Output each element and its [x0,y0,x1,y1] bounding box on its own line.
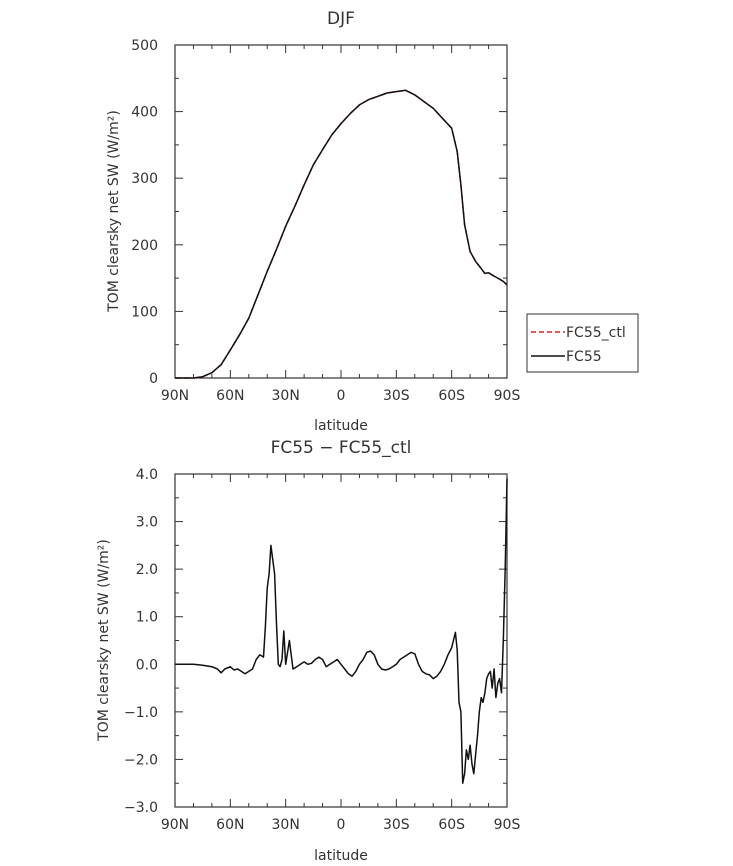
top-x-tick-label: 60N [216,388,244,404]
bottom-x-tick-label: 0 [337,817,346,833]
top-plot-frame [174,44,508,379]
top-y-tick-label: 300 [131,171,158,187]
bottom-x-tick-label: 90N [161,817,189,833]
bottom-x-tick-label: 30N [272,817,300,833]
bottom-x-tick-label: 60N [216,817,244,833]
top-x-tick-label: 30N [272,388,300,404]
legend-box [526,313,639,373]
bottom-x-tick-label: 60S [438,817,465,833]
bottom-x-tick-label: 30S [383,817,410,833]
top-x-tick-label: 30S [383,388,410,404]
top-x-tick-label: 90S [494,388,521,404]
bottom-plot-frame [174,473,508,808]
bottom-x-tick-label: 90S [494,817,521,833]
bottom-y-tick-label: 4.0 [136,467,158,483]
bottom-title: FC55 − FC55_ctl [271,438,412,458]
top-y-tick-label: 200 [131,238,158,254]
bottom-ticks: 90N 60N 30N 0 30S 60S 90S −3.0 −2.0 −1.0 0.0 1.0 2.0… [124,467,520,833]
top-y-tick-label: 0 [149,371,158,387]
bottom-x-axis-label: latitude [314,848,368,864]
bottom-y-tick-label: −2.0 [124,752,158,768]
bottom-y-tick-label: −1.0 [124,705,158,721]
top-y-tick-label: 400 [131,105,158,121]
bottom-y-axis-label: TOM clearsky net SW (W/m²) [96,539,112,742]
top-panel: DJF 90N 60N 30N 0 30S 60S 90S0100200300400500 … [106,9,520,434]
bottom-series-line-0 [175,478,508,784]
top-ticks: 90N 60N 30N 0 30S 60S 90S 0 100 200 300 400 500 [131,38,520,404]
legend-label-fc55-ctl: FC55_ctl [566,325,626,341]
bottom-y-tick-label: 0.0 [136,657,158,673]
bottom-y-tick-label: 3.0 [136,515,158,531]
top-x-axis-label: latitude [314,418,368,434]
top-series-line-fc55 [175,89,508,379]
legend-label-fc55: FC55 [566,349,602,365]
top-y-tick-label: 100 [131,304,158,320]
legend: FC55_ctl FC55 [526,313,639,373]
top-y-axis-label: TOM clearsky net SW (W/m²) [106,110,122,313]
top-x-tick-label: 60S [438,388,465,404]
top-x-tick-label: 90N [161,388,189,404]
top-series [175,89,508,379]
bottom-y-tick-label: −3.0 [124,800,158,816]
top-x-tick-label: 0 [337,388,346,404]
bottom-series [175,478,508,784]
bottom-panel: FC55 − FC55_ctl 90N 60N 30N 0 30S 60S 90S −3.0 −… [96,438,520,864]
top-y-tick-label: 500 [131,38,158,54]
bottom-y-tick-label: 2.0 [136,562,158,578]
bottom-y-tick-label: 1.0 [136,610,158,626]
top-title: DJF [327,9,355,29]
top-series-line-fc55-ctl [175,89,508,379]
